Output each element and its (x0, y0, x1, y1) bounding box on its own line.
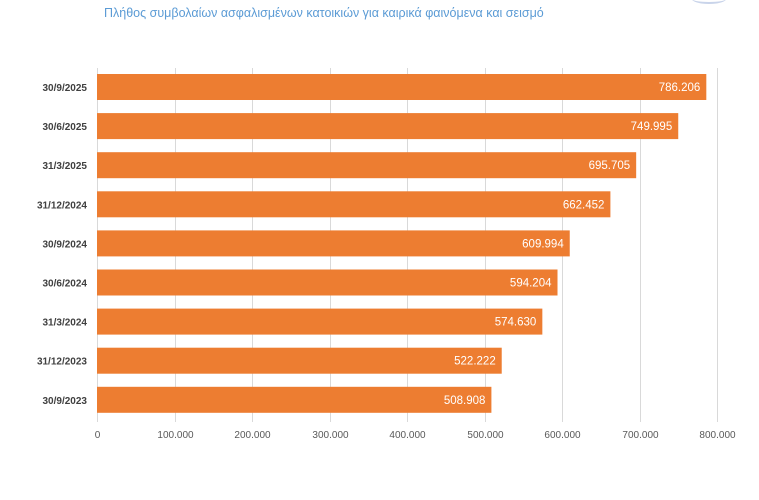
x-tick-label: 100.000 (157, 430, 194, 441)
category-label: 31/3/2025 (43, 161, 88, 172)
x-tick-label: 500.000 (467, 430, 504, 441)
bar (97, 74, 707, 100)
data-label: 508.908 (444, 395, 486, 407)
bar (97, 230, 570, 257)
x-tick-label: 800.000 (699, 430, 736, 441)
data-label: 749.995 (631, 121, 673, 133)
data-label: 609.994 (522, 238, 564, 250)
data-label: 594.204 (510, 278, 552, 290)
decorative-mark (692, 0, 726, 4)
bars (97, 74, 707, 413)
category-label: 30/9/2025 (43, 83, 88, 94)
category-label: 31/12/2023 (37, 357, 87, 368)
category-label: 30/9/2024 (43, 239, 88, 250)
data-label: 574.630 (495, 317, 537, 329)
data-label: 786.206 (659, 82, 701, 94)
x-tick-label: 700.000 (622, 430, 659, 441)
bar (97, 152, 637, 179)
x-tick-label: 600.000 (544, 430, 581, 441)
data-label: 662.452 (563, 199, 605, 211)
category-label: 31/3/2024 (43, 318, 88, 329)
chart-title: Πλήθος συμβολαίων ασφαλισμένων κατοικιών… (104, 6, 544, 20)
x-tick-label: 300.000 (312, 430, 349, 441)
data-labels: 786.206 749.995 695.705 662.452 609.994 594.2… (444, 82, 700, 407)
bar (97, 386, 492, 413)
bar (97, 269, 558, 296)
bar (97, 308, 543, 335)
bar (97, 347, 502, 374)
category-label: 30/9/2023 (43, 396, 88, 407)
x-tick-label: 200.000 (234, 430, 271, 441)
category-label: 30/6/2025 (43, 122, 88, 133)
category-label: 30/6/2024 (43, 279, 88, 290)
bar (97, 113, 679, 140)
data-label: 695.705 (589, 160, 631, 172)
x-axis-tick-labels: 0 100.000 200.000 300.000 400.000 500.000 600.… (95, 430, 736, 441)
category-labels: 30/9/2025 30/6/2025 31/3/2025 31/12/2024 30/… (37, 83, 87, 407)
x-tick-label: 400.000 (389, 430, 426, 441)
data-label: 522.222 (454, 356, 496, 368)
bar (97, 191, 611, 218)
x-tick-label: 0 (95, 430, 101, 441)
category-label: 31/12/2024 (37, 200, 87, 211)
